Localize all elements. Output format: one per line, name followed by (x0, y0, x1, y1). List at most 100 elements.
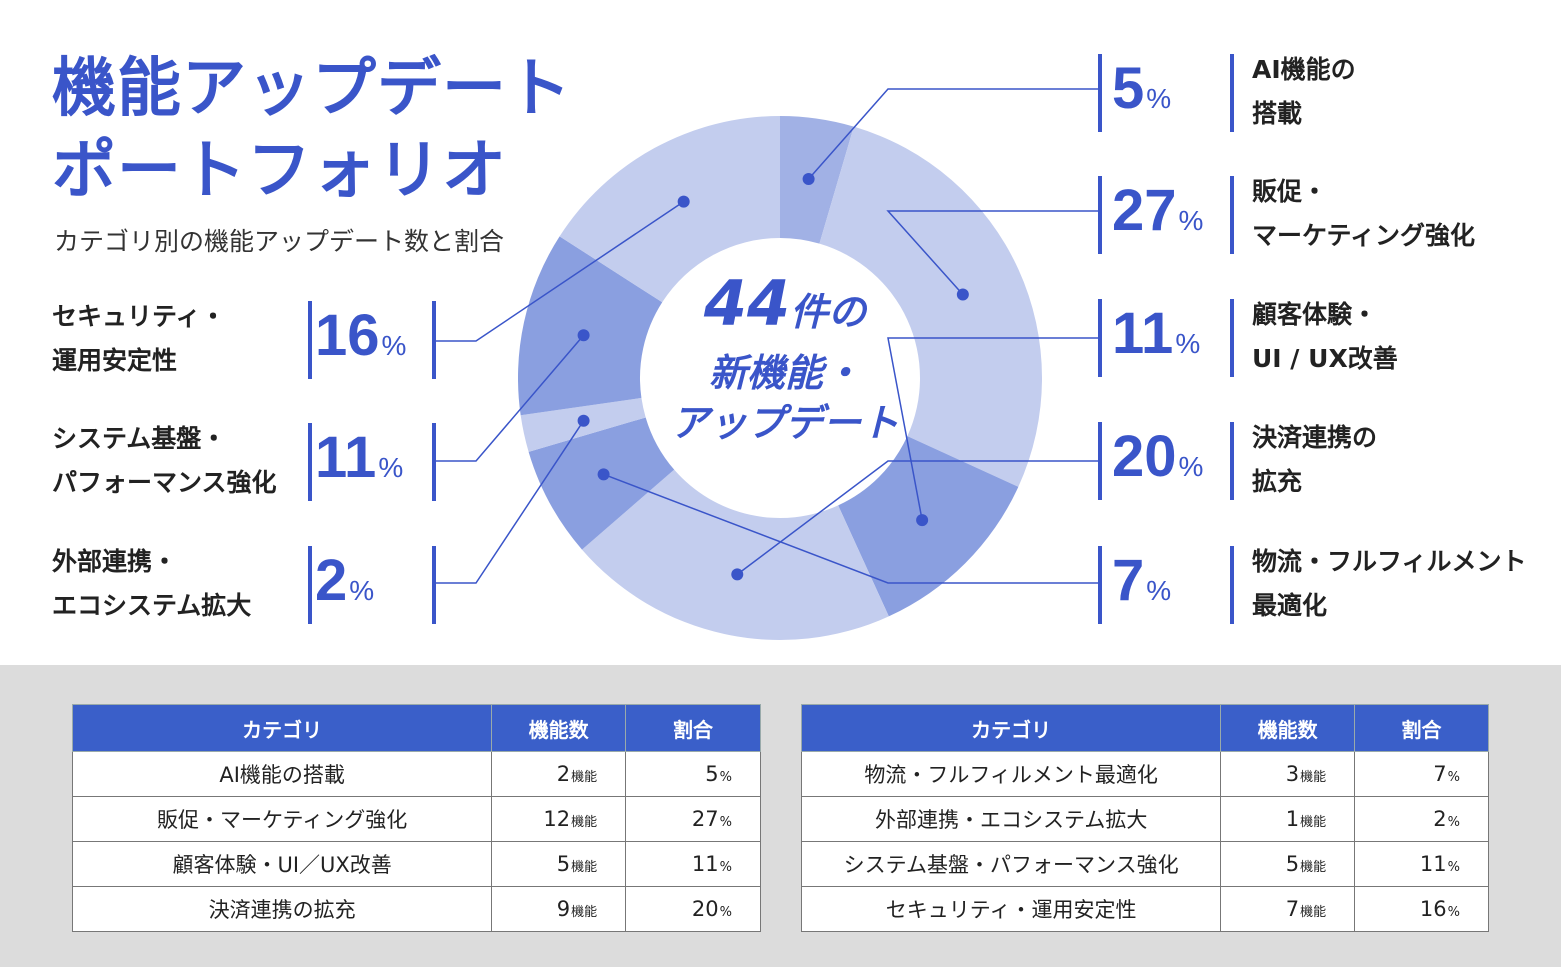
cell-count: 5機能 (491, 841, 627, 887)
slice-label: 外部連携・ エコシステム拡大 (52, 540, 251, 628)
slice-label-line-2: マーケティング強化 (1252, 221, 1476, 250)
share-value: 2 (1433, 807, 1447, 831)
header-count: 機能数 (1220, 704, 1356, 752)
header-category: カテゴリ (800, 704, 1222, 752)
donut-slice (559, 116, 780, 303)
count-unit: 機能 (571, 770, 598, 785)
percent-value: 7 (1112, 548, 1145, 613)
center-suffix: 件の (790, 290, 867, 334)
label-divider (308, 423, 312, 501)
connector-line (436, 420, 585, 584)
slice-label-line-2: 運用安定性 (52, 346, 178, 375)
cell-share: 7% (1354, 751, 1489, 797)
share-value: 5 (705, 762, 719, 786)
label-divider (1230, 176, 1234, 254)
percent-value: 2 (315, 548, 348, 613)
label-divider (1230, 54, 1234, 132)
slice-percent: 27% (1112, 174, 1203, 258)
share-unit: % (1447, 815, 1460, 830)
table-row: 決済連携の拡充 9機能 20% (71, 886, 761, 932)
cell-category: 物流・フルフィルメント最適化 (800, 751, 1222, 797)
header-share: 割合 (625, 704, 761, 752)
count-value: 12 (543, 807, 571, 831)
cell-count: 5機能 (1220, 841, 1356, 887)
connector-line (887, 337, 1098, 521)
slice-label: セキュリティ・ 運用安定性 (52, 295, 226, 383)
percent-value: 5 (1112, 56, 1145, 121)
connector-dot (577, 329, 590, 342)
percent-unit: % (381, 330, 407, 361)
share-unit: % (1447, 770, 1460, 785)
label-divider (1098, 54, 1102, 132)
count-value: 3 (1285, 762, 1300, 786)
connector-dot (677, 195, 690, 208)
cell-category: 顧客体験・UI／UX改善 (71, 841, 493, 887)
share-value: 16 (1419, 897, 1447, 921)
percent-unit: % (378, 452, 404, 483)
donut-slice (819, 126, 1042, 487)
connector-line (886, 210, 1098, 296)
slice-label-line-1: システム基盤・ (52, 424, 227, 453)
table-row: 販促・マーケティング強化 12機能 27% (71, 796, 761, 842)
slice-label-line-1: 物流・フルフィルメント (1252, 547, 1527, 576)
donut-slice (528, 417, 675, 550)
percent-value: 16 (315, 303, 380, 368)
connector-dot (916, 514, 929, 527)
slice-label: AI機能の搭載 (1252, 48, 1356, 136)
table-row: 顧客体験・UI／UX改善 5機能 11% (71, 841, 761, 887)
percent-unit: % (349, 575, 375, 606)
slice-label-line-1: セキュリティ・ (52, 302, 226, 331)
percent-unit: % (1146, 83, 1172, 114)
slice-label: 販促・ マーケティング強化 (1252, 170, 1475, 258)
cell-category: 外部連携・エコシステム拡大 (800, 796, 1222, 842)
page-title: 機能アップデート ポートフォリオ (52, 48, 572, 212)
slice-percent: 2% (315, 544, 374, 628)
label-divider (1098, 299, 1102, 377)
slice-label: システム基盤・パフォーマンス強化 (52, 417, 277, 505)
count-unit: 機能 (571, 815, 598, 830)
cell-category: 販促・マーケティング強化 (71, 796, 493, 842)
cell-count: 2機能 (491, 751, 627, 797)
cell-category: 決済連携の拡充 (71, 886, 493, 932)
header-category: カテゴリ (71, 704, 493, 752)
count-value: 5 (1285, 852, 1300, 876)
connector-line (603, 473, 1098, 584)
connector-dot (956, 288, 969, 301)
label-divider (1230, 299, 1234, 377)
donut-center-label: 44件の 新機能・ アップデート (640, 268, 930, 448)
slice-label-line-2: 拡充 (1252, 467, 1303, 496)
share-value: 20 (691, 897, 719, 921)
share-unit: % (719, 860, 732, 875)
percent-unit: % (1175, 328, 1201, 359)
donut-slice (581, 469, 889, 640)
connector-dot (577, 414, 590, 427)
header-share: 割合 (1354, 704, 1489, 752)
connector-dot (597, 468, 610, 481)
percent-value: 20 (1112, 424, 1177, 489)
cell-share: 16% (1354, 886, 1489, 932)
slice-label-line-2: 搭載 (1252, 99, 1303, 128)
slice-label-line-1: 顧客体験・ (1252, 300, 1378, 329)
donut-slice (838, 436, 1019, 617)
slice-label-line-1: 外部連携・ (52, 547, 178, 576)
cell-category: AI機能の搭載 (71, 751, 493, 797)
percent-value: 11 (315, 425, 377, 490)
label-divider (432, 546, 436, 624)
slice-label-line-1: AI機能の (1252, 55, 1356, 84)
count-unit: 機能 (1300, 815, 1327, 830)
label-divider (1230, 546, 1234, 624)
share-unit: % (719, 905, 732, 920)
title-line-1: 機能アップデート (52, 52, 572, 126)
count-value: 2 (556, 762, 571, 786)
subtitle: カテゴリ別の機能アップデート数と割合 (54, 227, 505, 256)
cell-category: セキュリティ・運用安定性 (800, 886, 1222, 932)
slice-label-line-2: パフォーマンス強化 (52, 468, 277, 497)
table-left: カテゴリ 機能数 割合 AI機能の搭載 2機能 5% 販促・マーケティング強化 12機能… (71, 704, 761, 932)
slice-percent: 11% (1112, 297, 1200, 381)
connector-line (436, 200, 685, 342)
percent-unit: % (1146, 575, 1172, 606)
cell-share: 20% (625, 886, 761, 932)
cell-share: 27% (625, 796, 761, 842)
label-divider (432, 423, 436, 501)
cell-category: システム基盤・パフォーマンス強化 (800, 841, 1222, 887)
